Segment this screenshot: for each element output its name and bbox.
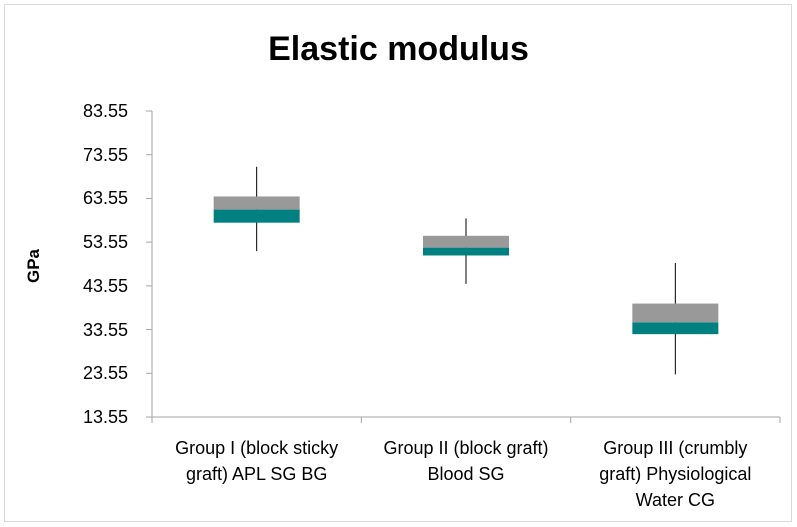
x-tick-label-line: graft) APL SG BG (185, 464, 328, 484)
chart-area (4, 4, 792, 522)
x-tick-label-line: Group I (block sticky (175, 438, 339, 458)
y-tick-label: 13.55 (82, 407, 128, 427)
x-tick-label-line: Blood SG (427, 464, 505, 484)
chart-title: Elastic modulus (268, 30, 529, 68)
y-tick-label: 23.55 (82, 363, 128, 384)
x-tick-label-line: Group III (crumbly (603, 438, 748, 458)
box-lower (632, 322, 719, 335)
x-tick-label: Group I (block sticky graft) APL SG BG (152, 435, 362, 487)
box-upper (213, 196, 300, 210)
y-tick-label: 63.55 (82, 188, 128, 209)
x-tick-label-line: Water CG (635, 490, 715, 510)
y-tick-label: 43.55 (82, 275, 128, 296)
box-upper (423, 235, 509, 248)
box-lower (423, 247, 509, 256)
y-tick-label: 73.55 (82, 144, 128, 165)
y-tick-label: 53.55 (82, 232, 128, 253)
x-tick-label-line: graft) Physiological (599, 464, 752, 484)
x-tick-label-line: Group II (block graft) (383, 438, 549, 458)
x-tick-label: Group III (crumbly graft) Physiological Wa… (570, 435, 780, 513)
y-tick-label: 33.55 (82, 319, 128, 340)
box-upper (632, 303, 719, 323)
x-tick-label: Group II (block graft) Blood SG (361, 435, 571, 487)
y-tick-label: 83.55 (82, 101, 128, 121)
box-lower (213, 209, 300, 223)
